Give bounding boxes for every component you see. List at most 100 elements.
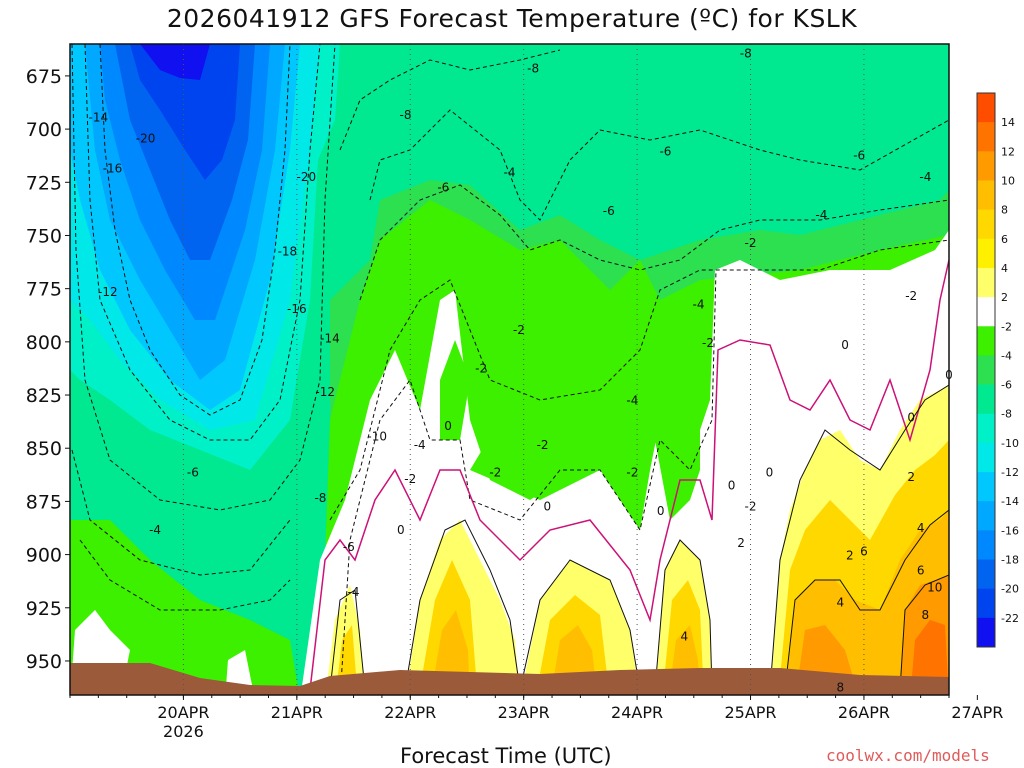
contour-label: 4 [681, 629, 689, 643]
contour-dashed-4 [71, 449, 291, 576]
warm-tongue-25apr [655, 540, 712, 695]
colorbar-swatch [977, 588, 995, 619]
contour-dashed-6 [339, 49, 561, 151]
colorbar-label: -12 [1001, 466, 1019, 479]
colorbar-swatch [977, 238, 995, 269]
x-tick-label: 21APR [271, 703, 323, 722]
contour-dashed-8 [359, 184, 949, 301]
colorbar: 14 12 10 8 6 4 2 -2 -4 -6 -8 -10 -12 -14 -16 -18 -20 -22 [976, 92, 1019, 648]
contour-label: 8 [922, 608, 930, 622]
contour-label: -4 [919, 170, 931, 184]
contour-label: -2 [626, 466, 638, 480]
colorbar-swatch [977, 297, 995, 327]
contour-solid-1 [329, 589, 366, 691]
y-tick-label: 800 [26, 332, 62, 354]
colorbar-swatch [977, 501, 995, 531]
contour-label: -20 [296, 170, 316, 184]
contour-label: -6 [343, 540, 355, 554]
contour-lines [71, 44, 949, 695]
contour-solid-5 [769, 384, 949, 691]
colorbar-label: -2 [1001, 320, 1012, 333]
contour-label: -2 [702, 336, 714, 350]
contour-label: -2 [404, 472, 416, 486]
contour-dashed-10 [339, 269, 717, 695]
contour-label: 0 [657, 504, 665, 518]
x-axis-title: Forecast Time (UTC) [400, 744, 612, 768]
colorbar-swatch [977, 326, 995, 356]
contour-label: 0 [841, 338, 849, 352]
contour-solid-3 [519, 559, 641, 691]
colorbar-label: 6 [1001, 233, 1008, 246]
colorbar-frame [976, 92, 996, 648]
contour-label: -4 [149, 523, 161, 537]
contour-label: 6 [917, 563, 925, 577]
colorbar-label: -6 [1001, 379, 1012, 392]
contour-label: -16 [287, 302, 307, 316]
contour-label: 2 [737, 536, 745, 550]
contour-labels: -14-20-16-12-20-18-16-14-12-10-8-6-6-4-4… [89, 47, 953, 695]
contour-label: 2 [907, 470, 915, 484]
y-tick-label: 875 [26, 491, 62, 513]
contour-label: -18 [278, 244, 298, 258]
vertical-gridlines [182, 44, 865, 695]
y-tick-label: 825 [26, 385, 62, 407]
colorbar-label: 2 [1001, 291, 1008, 304]
colorbar-swatch [977, 180, 995, 211]
contour-label: -20 [136, 132, 156, 146]
y-tick-label: 700 [26, 119, 62, 141]
contour-zero-line [309, 259, 949, 691]
x-tick-sublabel: 2026 [163, 722, 204, 741]
contour-label: 0 [766, 466, 774, 480]
x-tick-label: 27APR [951, 703, 1003, 722]
colorbar-swatch [977, 209, 995, 240]
colorbar-label: -16 [1001, 524, 1019, 537]
colorbar-label: -14 [1001, 495, 1019, 508]
chart-title: 2026041912 GFS Forecast Temperature (ºC)… [166, 4, 858, 33]
contour-label: -8 [740, 47, 752, 61]
warm-late-hot [910, 620, 949, 695]
colorbar-swatch [977, 442, 995, 473]
colorbar-label: 10 [1001, 174, 1015, 187]
contour-solid-6 [784, 509, 949, 691]
contour-label: 0 [945, 368, 953, 382]
contour-label: -4 [626, 393, 638, 407]
contour-solid-2 [404, 519, 521, 691]
contour-label: 10 [927, 581, 942, 595]
x-tick-label: 26APR [838, 703, 890, 722]
contour-label: -6 [437, 181, 449, 195]
contour-label: -4 [348, 585, 360, 599]
contour-label: -8 [400, 108, 412, 122]
y-tick-label: 925 [26, 598, 62, 620]
contour-label: -2 [745, 236, 757, 250]
colorbar-label: -8 [1001, 408, 1012, 421]
y-tick-label: 725 [26, 172, 62, 194]
contour-label: -6 [853, 149, 865, 163]
contour-label: -2 [745, 500, 757, 514]
y-tick-label: 950 [26, 651, 62, 673]
contour-label: 2 [846, 549, 854, 563]
colorbar-label: -4 [1001, 349, 1012, 362]
contour-label: 4 [836, 595, 844, 609]
colorbar-swatch [977, 413, 995, 444]
contour-label: 0 [397, 523, 405, 537]
colorbar-label: 12 [1001, 145, 1015, 158]
contour-dashed-9 [329, 239, 949, 521]
field-green-pocket-2 [470, 350, 700, 530]
colorbar-label: -22 [1001, 612, 1019, 625]
contour-label: -2 [537, 438, 549, 452]
contour-label: 8 [836, 680, 844, 694]
y-tick-label: 675 [26, 66, 62, 88]
y-tick-label: 900 [26, 545, 62, 567]
contour-label: -12 [98, 285, 118, 299]
contour-label: -4 [815, 208, 827, 222]
colorbar-swatch [977, 559, 995, 590]
credit-label: coolwx.com/models [826, 746, 990, 765]
colorbar-swatch [977, 472, 995, 502]
contour-label: 6 [860, 544, 868, 558]
contour-label: -8 [527, 61, 539, 75]
colorbar-swatch [977, 267, 995, 298]
warm-late-dark-orange [795, 575, 949, 695]
colorbar-label: -10 [1001, 437, 1019, 450]
contour-solid-7 [899, 574, 949, 691]
